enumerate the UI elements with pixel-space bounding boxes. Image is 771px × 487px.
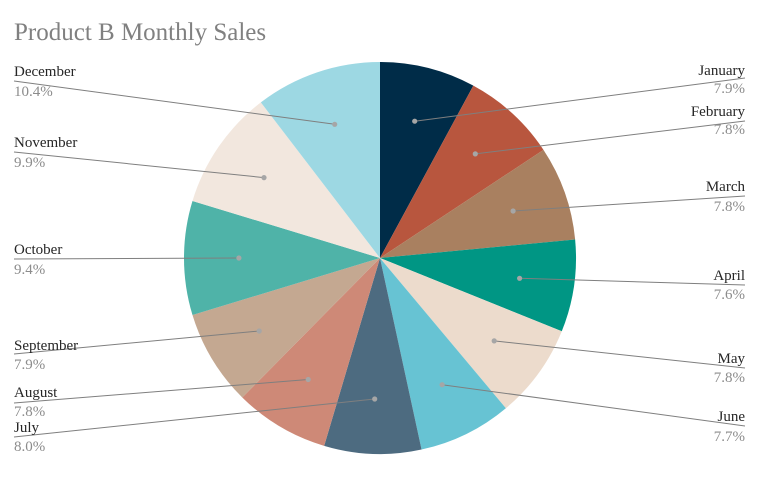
pie-slice-january xyxy=(380,61,474,258)
leader-line-april xyxy=(519,277,746,286)
slice-label-december: December xyxy=(14,64,76,80)
slice-label-november: November xyxy=(14,135,77,151)
slice-percent-february: 7.8% xyxy=(714,122,745,138)
slice-percent-october: 9.4% xyxy=(14,262,45,278)
pie-slice-march xyxy=(380,149,576,258)
slice-percent-january: 7.9% xyxy=(714,81,745,97)
pie-slice-april xyxy=(380,239,577,332)
slice-label-january: January xyxy=(698,63,745,79)
leader-line-july xyxy=(13,398,375,438)
slice-label-may: May xyxy=(718,351,746,367)
pie-slice-february xyxy=(380,85,544,259)
slice-percent-march: 7.8% xyxy=(714,199,745,215)
leader-dot-march xyxy=(510,208,516,214)
slice-labels: January 7.9% February 7.8% March 7.8% April 7.6… xyxy=(13,63,746,455)
slice-label-march: March xyxy=(706,179,746,195)
slice-percent-november: 9.9% xyxy=(14,155,45,171)
pie-slice-july xyxy=(324,258,422,454)
leader-dot-may xyxy=(491,338,497,344)
slice-label-february: February xyxy=(691,104,746,120)
leader-dot-october xyxy=(236,255,242,261)
pie-slice-may xyxy=(380,258,562,409)
pie-slices xyxy=(183,61,577,454)
slice-percent-july: 8.0% xyxy=(14,439,45,455)
pie-slice-december xyxy=(260,62,380,258)
leader-dot-september xyxy=(256,328,262,334)
leader-line-september xyxy=(13,330,260,355)
leader-dot-july xyxy=(372,396,378,402)
leader-dot-august xyxy=(305,376,311,383)
chart-title: Product B Monthly Sales xyxy=(14,19,266,46)
pie-slice-august xyxy=(242,258,380,446)
leader-dot-november xyxy=(261,175,267,181)
slice-percent-december: 10.4% xyxy=(14,84,53,100)
slice-percent-september: 7.9% xyxy=(14,357,45,373)
pie-slice-june xyxy=(380,258,506,450)
slice-percent-june: 7.7% xyxy=(714,429,745,445)
slice-label-august: August xyxy=(14,385,58,401)
leader-line-october xyxy=(13,257,239,260)
leader-line-february xyxy=(475,120,746,155)
slice-label-april: April xyxy=(713,268,745,284)
slice-label-july: July xyxy=(14,420,40,436)
leader-dot-february xyxy=(472,151,478,157)
leader-dot-december xyxy=(332,121,338,127)
leader-line-november xyxy=(13,151,265,179)
leader-line-january xyxy=(414,77,746,122)
leader-line-june xyxy=(442,384,746,427)
leader-dot-june xyxy=(439,382,445,388)
leader-line-may xyxy=(494,340,746,369)
pie-slice-september xyxy=(192,258,380,398)
slice-percent-august: 7.8% xyxy=(14,404,45,420)
slice-label-june: June xyxy=(718,409,746,425)
leader-line-march xyxy=(513,195,746,212)
slice-percent-april: 7.6% xyxy=(714,287,745,303)
slice-percent-may: 7.8% xyxy=(714,370,745,386)
pie-slice-october xyxy=(183,200,380,316)
leader-line-december xyxy=(13,80,335,125)
slice-label-october: October xyxy=(14,242,62,258)
leader-dot-january xyxy=(412,118,418,124)
slice-label-september: September xyxy=(14,338,78,354)
leader-dot-april xyxy=(517,275,523,281)
leader-line-august xyxy=(13,379,309,404)
pie-slice-november xyxy=(192,102,380,258)
